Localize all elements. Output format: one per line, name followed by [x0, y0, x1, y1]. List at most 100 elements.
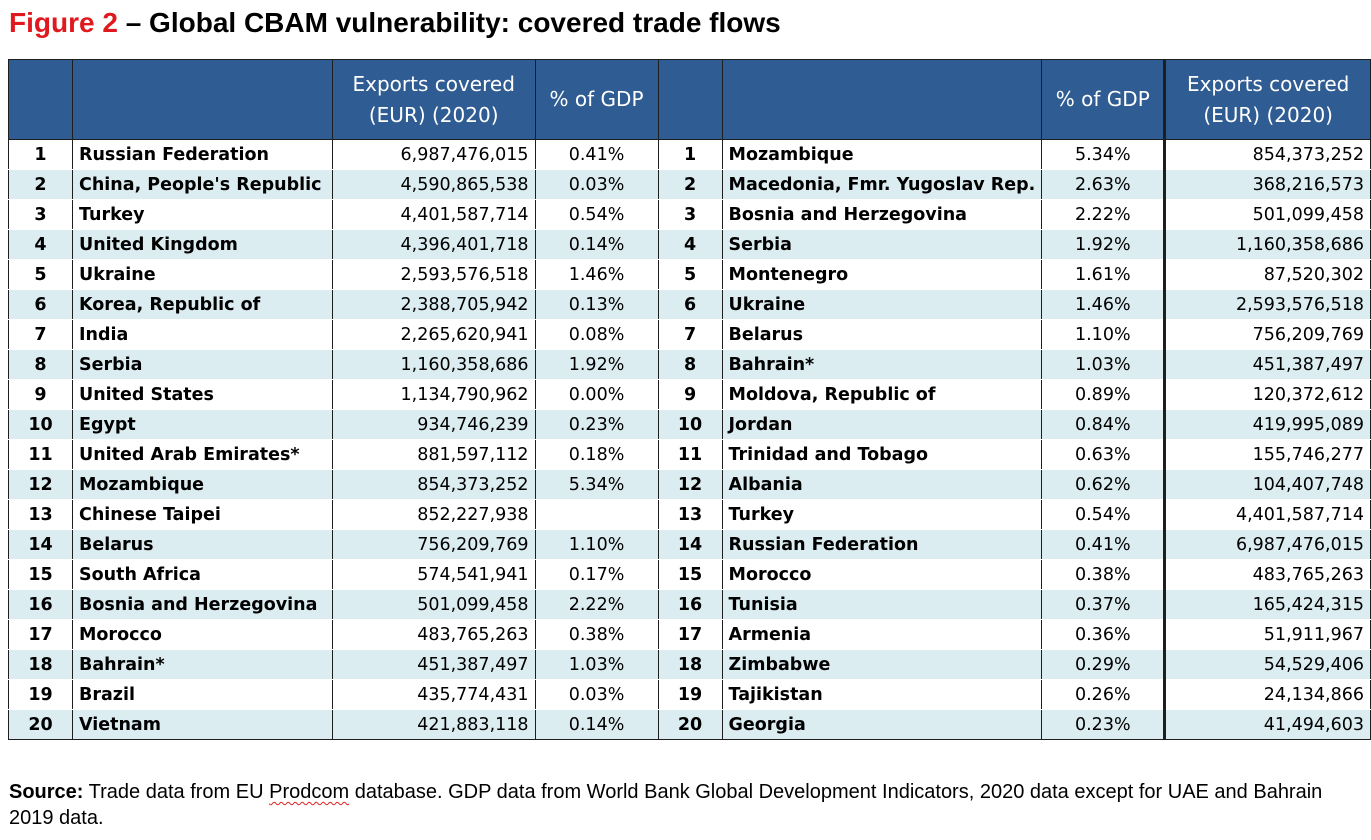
- rank-left-cell: 14: [8, 529, 73, 560]
- exports-right-cell: 854,373,252: [1163, 139, 1371, 170]
- table-row: 7 India 2,265,620,941 0.08% 7 Belarus 1.10% 756…: [8, 319, 1371, 350]
- source-flagged-word: Prodcom: [269, 781, 350, 803]
- gdp-left-cell: 5.34%: [534, 469, 659, 500]
- rank-right-cell: 12: [657, 469, 723, 500]
- gdp-left-cell: 0.03%: [534, 679, 659, 710]
- country-right-cell: Belarus: [721, 319, 1043, 350]
- country-left-cell: Bosnia and Herzegovina: [72, 589, 333, 620]
- exports-right-cell: 54,529,406: [1163, 649, 1371, 680]
- rank-left-cell: 15: [8, 559, 73, 590]
- rank-right-cell: 7: [657, 319, 723, 350]
- rank-right-cell: 8: [657, 349, 723, 380]
- rank-right-cell: 15: [657, 559, 723, 590]
- country-left-cell: Egypt: [72, 409, 333, 440]
- exports-right-cell: 51,911,967: [1163, 619, 1371, 650]
- exports-left-cell: 501,099,458: [331, 589, 536, 620]
- exports-left-cell: 756,209,769: [331, 529, 536, 560]
- rank-left-cell: 19: [8, 679, 73, 710]
- exports-right-cell: 483,765,263: [1163, 559, 1371, 590]
- country-right-cell: Moldova, Republic of: [721, 379, 1043, 410]
- gdp-right-cell: 1.10%: [1041, 319, 1166, 350]
- exports-right-cell: 87,520,302: [1163, 259, 1371, 290]
- rank-left-cell: 10: [8, 409, 73, 440]
- country-right-cell: Zimbabwe: [721, 649, 1043, 680]
- country-right-cell: Bosnia and Herzegovina: [721, 199, 1043, 230]
- country-right-cell: Russian Federation: [721, 529, 1043, 560]
- gdp-left-cell: 0.13%: [534, 289, 659, 320]
- country-right-cell: Tajikistan: [721, 679, 1043, 710]
- exports-right-cell: 104,407,748: [1163, 469, 1371, 500]
- exports-right-cell: 368,216,573: [1163, 169, 1371, 200]
- exports-left-cell: 852,227,938: [331, 499, 536, 530]
- table-row: 17 Morocco 483,765,263 0.38% 17 Armenia 0.36% 5…: [8, 619, 1371, 650]
- rank-right-cell: 10: [657, 409, 723, 440]
- rank-left-cell: 16: [8, 589, 73, 620]
- country-left-cell: United Arab Emirates*: [72, 439, 333, 470]
- gdp-left-cell: 0.41%: [534, 139, 659, 170]
- gdp-right-cell: 0.36%: [1041, 619, 1166, 650]
- source-label: Source:: [9, 781, 84, 803]
- table-row: 4 United Kingdom 4,396,401,718 0.14% 4 Serbia…: [8, 229, 1371, 260]
- gdp-right-cell: 2.22%: [1041, 199, 1166, 230]
- header-country-right: [721, 59, 1043, 140]
- header-exports-left: Exports covered (EUR) (2020): [331, 59, 536, 140]
- gdp-right-cell: 0.38%: [1041, 559, 1166, 590]
- source-text-2: database. GDP data from World Bank Globa…: [9, 781, 1323, 829]
- table-row: 9 United States 1,134,790,962 0.00% 9 Moldova…: [8, 379, 1371, 410]
- gdp-left-cell: 0.03%: [534, 169, 659, 200]
- rank-right-cell: 2: [657, 169, 723, 200]
- country-right-cell: Trinidad and Tobago: [721, 439, 1043, 470]
- rank-left-cell: 9: [8, 379, 73, 410]
- exports-right-cell: 165,424,315: [1163, 589, 1371, 620]
- gdp-left-cell: 0.14%: [534, 229, 659, 260]
- gdp-left-cell: [534, 499, 659, 530]
- country-right-cell: Albania: [721, 469, 1043, 500]
- gdp-right-cell: 0.63%: [1041, 439, 1166, 470]
- gdp-right-cell: 5.34%: [1041, 139, 1166, 170]
- header-gdp-left: % of GDP: [534, 59, 659, 140]
- rank-left-cell: 17: [8, 619, 73, 650]
- gdp-right-cell: 1.46%: [1041, 289, 1166, 320]
- rank-right-cell: 16: [657, 589, 723, 620]
- cbam-table: Exports covered (EUR) (2020) % of GDP % …: [8, 59, 1371, 740]
- rank-left-cell: 12: [8, 469, 73, 500]
- gdp-left-cell: 0.00%: [534, 379, 659, 410]
- gdp-right-cell: 0.84%: [1041, 409, 1166, 440]
- gdp-left-cell: 1.03%: [534, 649, 659, 680]
- country-left-cell: Russian Federation: [72, 139, 333, 170]
- country-right-cell: Ukraine: [721, 289, 1043, 320]
- table-row: 15 South Africa 574,541,941 0.17% 15 Morocco 0…: [8, 559, 1371, 590]
- rank-left-cell: 1: [8, 139, 73, 170]
- exports-left-cell: 1,160,358,686: [331, 349, 536, 380]
- header-gdp-right: % of GDP: [1041, 59, 1166, 140]
- exports-right-cell: 120,372,612: [1163, 379, 1371, 410]
- country-left-cell: Morocco: [72, 619, 333, 650]
- rank-left-cell: 6: [8, 289, 73, 320]
- country-right-cell: Armenia: [721, 619, 1043, 650]
- rank-right-cell: 19: [657, 679, 723, 710]
- gdp-left-cell: 0.17%: [534, 559, 659, 590]
- country-right-cell: Georgia: [721, 709, 1043, 740]
- country-right-cell: Mozambique: [721, 139, 1043, 170]
- gdp-left-cell: 1.92%: [534, 349, 659, 380]
- country-left-cell: Chinese Taipei: [72, 499, 333, 530]
- rank-right-cell: 14: [657, 529, 723, 560]
- table-row: 14 Belarus 756,209,769 1.10% 14 Russian Feder…: [8, 529, 1371, 560]
- table-row: 8 Serbia 1,160,358,686 1.92% 8 Bahrain* 1.03% 4…: [8, 349, 1371, 380]
- gdp-left-cell: 1.46%: [534, 259, 659, 290]
- rank-right-cell: 5: [657, 259, 723, 290]
- figure-caption: – Global CBAM vulnerability: covered tra…: [117, 7, 781, 38]
- gdp-right-cell: 0.29%: [1041, 649, 1166, 680]
- country-right-cell: Macedonia, Fmr. Yugoslav Rep.: [721, 169, 1043, 200]
- gdp-left-cell: 2.22%: [534, 589, 659, 620]
- gdp-right-cell: 0.23%: [1041, 709, 1166, 740]
- exports-right-cell: 41,494,603: [1163, 709, 1371, 740]
- exports-left-cell: 1,134,790,962: [331, 379, 536, 410]
- country-left-cell: Vietnam: [72, 709, 333, 740]
- rank-left-cell: 5: [8, 259, 73, 290]
- rank-right-cell: 9: [657, 379, 723, 410]
- rank-left-cell: 2: [8, 169, 73, 200]
- country-right-cell: Montenegro: [721, 259, 1043, 290]
- rank-right-cell: 1: [657, 139, 723, 170]
- country-right-cell: Morocco: [721, 559, 1043, 590]
